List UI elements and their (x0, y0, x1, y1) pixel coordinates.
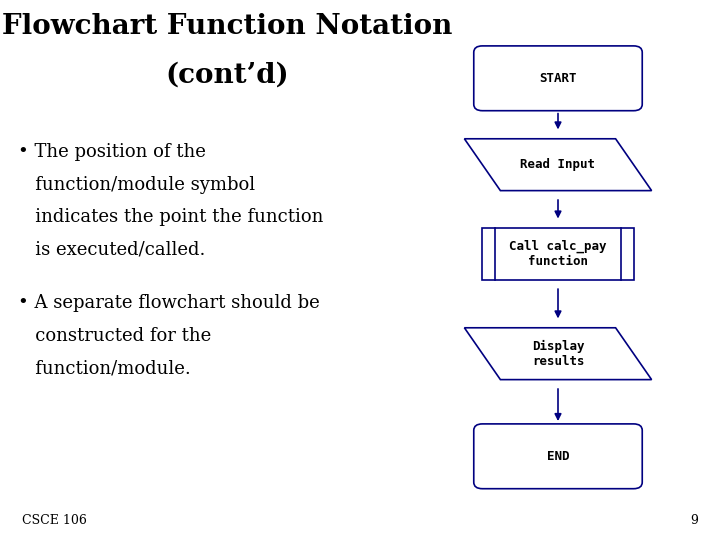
Bar (482, 228, 634, 280)
Text: CSCE 106: CSCE 106 (22, 514, 86, 526)
Text: function/module symbol: function/module symbol (18, 176, 255, 193)
Text: Flowchart Function Notation: Flowchart Function Notation (1, 14, 452, 40)
Text: Read Input: Read Input (521, 158, 595, 171)
Text: START: START (539, 72, 577, 85)
FancyBboxPatch shape (474, 46, 642, 111)
Text: is executed/called.: is executed/called. (18, 240, 205, 258)
Polygon shape (464, 139, 652, 191)
Text: function/module.: function/module. (18, 359, 191, 377)
Text: 9: 9 (690, 514, 698, 526)
Text: END: END (546, 450, 570, 463)
Text: • A separate flowchart should be: • A separate flowchart should be (18, 294, 320, 312)
Text: • The position of the: • The position of the (18, 143, 206, 161)
Text: indicates the point the function: indicates the point the function (18, 208, 323, 226)
Text: constructed for the: constructed for the (18, 327, 211, 345)
Text: (cont’d): (cont’d) (165, 62, 289, 89)
Polygon shape (464, 328, 652, 380)
Text: Display
results: Display results (532, 340, 584, 368)
Text: Call calc_pay
function: Call calc_pay function (509, 240, 607, 268)
FancyBboxPatch shape (474, 424, 642, 489)
